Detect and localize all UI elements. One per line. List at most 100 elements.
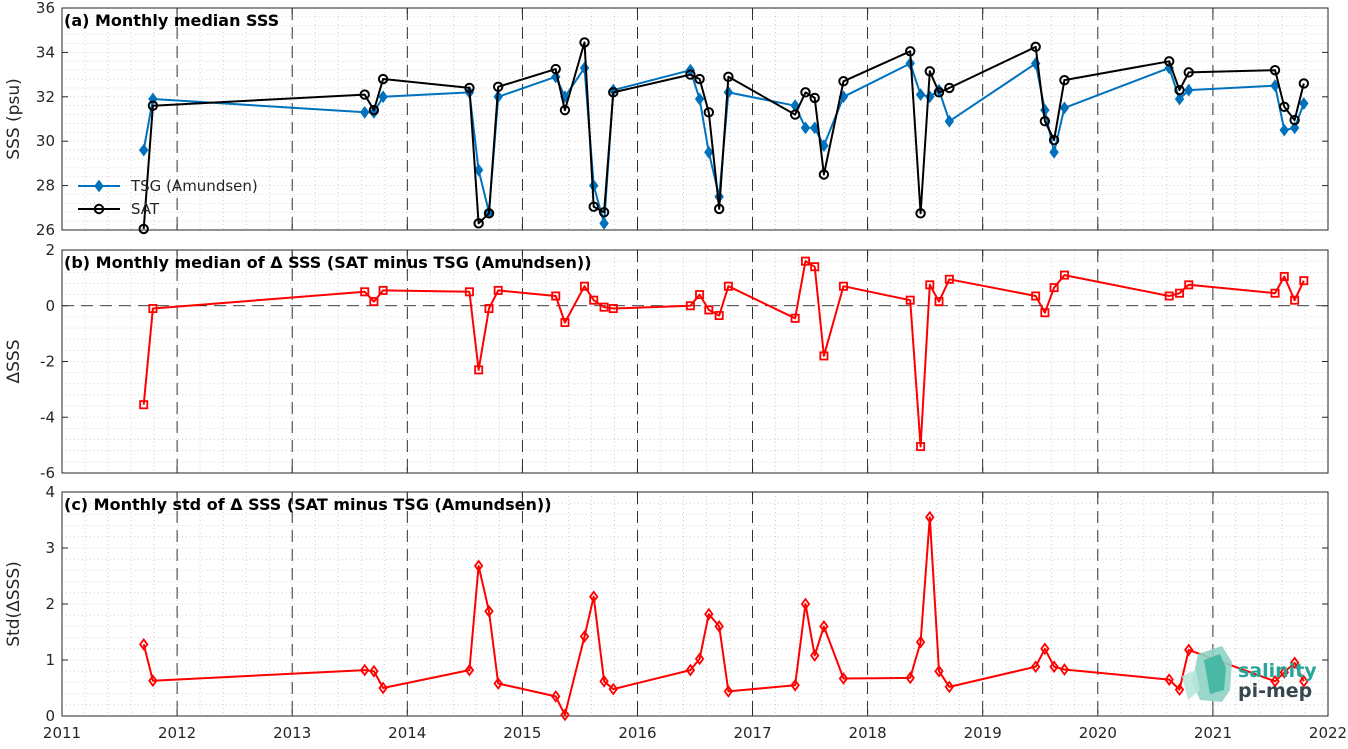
data-point <box>138 637 149 651</box>
data-point <box>905 295 915 305</box>
data-point <box>1049 145 1059 159</box>
data-point <box>1183 67 1194 78</box>
data-point <box>790 678 800 692</box>
data-point <box>473 218 484 229</box>
data-point <box>473 163 484 177</box>
y-axis-label: Std(ΔSSS) <box>4 561 24 647</box>
data-point <box>933 87 945 98</box>
data-point <box>589 295 599 305</box>
data-point <box>1279 101 1290 112</box>
data-point <box>359 89 370 100</box>
data-point <box>819 139 829 153</box>
data-point <box>723 71 734 83</box>
y-tick-label: 26 <box>36 221 55 239</box>
data-point <box>1049 660 1059 674</box>
data-point <box>464 82 475 94</box>
data-point <box>148 304 158 314</box>
data-point <box>1289 656 1300 670</box>
x-tick-label: 2015 <box>503 724 541 742</box>
data-point <box>1174 683 1185 697</box>
data-point <box>1039 116 1051 127</box>
data-point <box>905 671 915 685</box>
y-tick-label: 4 <box>45 483 55 501</box>
data-point <box>579 630 590 643</box>
x-tick-label: 2011 <box>43 724 81 742</box>
logo-text: pi-mep <box>1238 680 1312 702</box>
data-point <box>944 114 955 128</box>
data-point <box>1184 83 1194 97</box>
data-point <box>378 285 388 295</box>
panel-title: (a) Monthly median SSS <box>64 11 279 30</box>
minor-grid <box>61 249 1329 474</box>
legend-marker <box>93 203 105 215</box>
series-delta <box>139 256 1309 452</box>
data-point <box>1299 276 1309 286</box>
data-point <box>148 674 158 688</box>
legend-marker <box>94 179 104 193</box>
data-point <box>559 104 571 116</box>
data-point <box>368 104 380 116</box>
data-point <box>685 69 696 80</box>
data-point <box>138 143 149 157</box>
data-point <box>1289 121 1300 135</box>
data-point <box>819 620 829 633</box>
data-point <box>800 87 811 98</box>
data-point <box>359 663 370 677</box>
data-point <box>147 100 159 111</box>
data-point <box>1270 288 1280 298</box>
panel-a: 26 28 30 32 34 36 SSS (psu) (a) Monthly median … <box>4 0 1329 239</box>
data-point <box>704 305 714 315</box>
data-point <box>359 105 370 119</box>
x-tick-label: 2018 <box>849 724 887 742</box>
series-line <box>142 260 1305 448</box>
data-point <box>694 652 705 666</box>
data-point <box>915 88 926 101</box>
data-point <box>138 223 149 235</box>
data-point <box>551 70 561 84</box>
data-point <box>493 677 503 690</box>
data-point <box>1040 642 1050 656</box>
data-point <box>723 684 734 698</box>
data-point <box>685 301 695 311</box>
x-tick-label: 2020 <box>1079 724 1117 742</box>
data-point <box>1184 643 1194 657</box>
data-point <box>139 400 149 410</box>
data-point <box>838 281 848 291</box>
data-point <box>916 442 926 452</box>
x-tick-label: 2022 <box>1309 724 1347 742</box>
legend-label: SAT <box>131 200 160 218</box>
data-point <box>925 280 935 290</box>
data-point <box>1290 295 1300 305</box>
data-point <box>1184 280 1194 290</box>
data-point <box>905 46 916 57</box>
logo-mark <box>1182 670 1200 700</box>
y-tick-label: 32 <box>36 88 55 106</box>
x-tick-label: 2019 <box>964 724 1002 742</box>
data-point <box>473 559 484 573</box>
data-point <box>944 274 954 284</box>
data-point <box>1164 291 1174 301</box>
data-point <box>789 109 801 120</box>
panel-title: (c) Monthly std of Δ SSS (SAT minus TSG … <box>64 495 552 514</box>
data-point <box>925 510 935 524</box>
y-axis-label: ΔSSS <box>4 339 24 383</box>
series-line <box>142 516 1305 716</box>
data-point <box>800 121 811 135</box>
data-point <box>560 317 570 327</box>
data-point <box>1174 92 1185 106</box>
data-point <box>1031 291 1041 301</box>
data-point <box>704 145 714 159</box>
x-tick-label: 2014 <box>388 724 426 742</box>
data-point <box>598 207 610 218</box>
data-point <box>809 92 820 104</box>
data-point <box>1163 56 1175 67</box>
data-point <box>810 262 820 272</box>
x-tick-label: 2013 <box>273 724 311 742</box>
data-point <box>1279 123 1289 137</box>
data-point <box>608 304 618 314</box>
data-point <box>1059 663 1070 676</box>
data-point <box>694 92 705 106</box>
data-point <box>838 672 849 685</box>
